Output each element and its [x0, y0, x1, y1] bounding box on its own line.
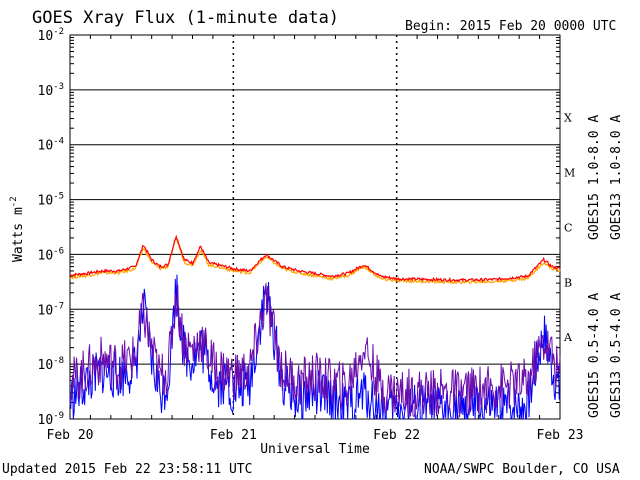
y-tick-label: 10-8: [38, 356, 65, 373]
y-tick-label: 10-6: [38, 246, 65, 263]
flare-class-b: B: [564, 276, 572, 289]
legend-inner: GOES13 1.0-8.0 A GOES13 0.5-4.0 A: [609, 115, 624, 418]
y-axis-label-base: Watts m: [11, 207, 26, 262]
flare-class-c: C: [564, 221, 572, 234]
legend-goes13-long: GOES13 1.0-8.0 A: [609, 115, 624, 240]
flare-class-labels: X M C B A: [563, 112, 575, 344]
flare-class-a: A: [563, 331, 573, 344]
series-line-3: [69, 274, 561, 421]
y-tick-label: 10-9: [38, 411, 65, 428]
y-tick-label: 10-2: [38, 27, 65, 44]
svg-text:Watts m-2: Watts m-2: [9, 196, 26, 262]
x-tick-label: Feb 22: [373, 428, 420, 443]
data-series: [69, 234, 561, 421]
flare-class-m: M: [564, 167, 575, 180]
x-axis-label: Universal Time: [260, 442, 370, 457]
x-tick-label: Feb 21: [210, 428, 257, 443]
x-tick-label: Feb 23: [537, 428, 584, 443]
legend-goes15-short: GOES15 0.5-4.0 A: [587, 293, 602, 418]
legend-outer: GOES15 1.0-8.0 A GOES15 0.5-4.0 A: [587, 115, 602, 418]
begin-time: Begin: 2015 Feb 20 0000 UTC: [405, 19, 616, 34]
legend-goes15-long: GOES15 1.0-8.0 A: [587, 115, 602, 240]
y-axis-label: Watts m-2: [9, 196, 26, 262]
y-tick-label: 10-4: [38, 137, 65, 154]
flare-class-x: X: [564, 112, 572, 125]
y-tick-label: 10-7: [38, 301, 65, 318]
credit: NOAA/SWPC Boulder, CO USA: [424, 462, 620, 477]
x-axis-ticks: Feb 20 Feb 21 Feb 22 Feb 23: [47, 35, 584, 443]
chart-title: GOES Xray Flux (1-minute data): [32, 8, 339, 28]
legend-goes13-short: GOES13 0.5-4.0 A: [609, 293, 624, 418]
plot-area: [69, 34, 561, 420]
series-line-1: [69, 234, 561, 283]
y-axis-label-exp: -2: [9, 196, 19, 207]
updated-time: Updated 2015 Feb 22 23:58:11 UTC: [2, 462, 252, 477]
y-tick-label: 10-3: [38, 82, 65, 99]
series-line-4: [69, 283, 561, 418]
x-tick-label: Feb 20: [47, 428, 94, 443]
y-tick-label: 10-5: [38, 192, 65, 209]
